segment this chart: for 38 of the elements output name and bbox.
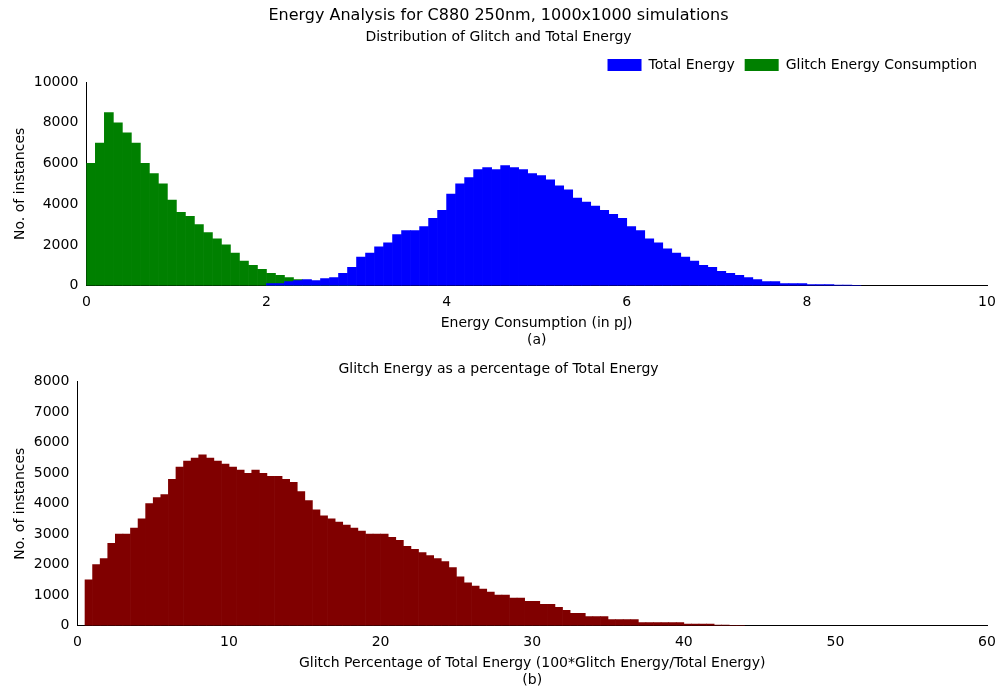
y-tick-label: 7000	[33, 402, 70, 419]
legend-label: Glitch Energy Consumption	[785, 55, 977, 72]
y-tick-label: 0	[69, 276, 79, 293]
chart-title: Energy Analysis for C880 250nm, 1000x1000 simulations	[268, 4, 729, 24]
y-tick-label: 0	[60, 616, 70, 633]
y-tick-label: 6000	[42, 154, 79, 171]
y-tick-label: 1000	[33, 585, 70, 602]
text: (a)	[526, 331, 547, 348]
text: (b)	[522, 671, 543, 688]
x-tick-label: 30	[523, 632, 542, 649]
chart-subtitle: Distribution of Glitch and Total Energy	[365, 28, 632, 45]
x-tick-label: 20	[371, 632, 390, 649]
legend-label: Total Energy	[647, 55, 735, 72]
x-tick-label: 10	[978, 292, 996, 309]
x-axis-title: Glitch Percentage of Total Energy (100*Glitch Energy/Total Energy)	[298, 654, 766, 671]
x-tick-label: 2	[262, 292, 271, 309]
y-tick-label: 8000	[33, 372, 70, 389]
x-tick-label: 60	[978, 632, 996, 649]
chart-title: Glitch Energy as a percentage of Total Energy	[338, 360, 659, 377]
y-tick-label: 2000	[33, 555, 70, 572]
x-tick-label: 4	[442, 292, 452, 309]
y-tick-label: 8000	[42, 113, 79, 130]
y-tick-label: 3000	[33, 524, 70, 541]
x-tick-label: 40	[674, 632, 693, 649]
x-tick-label: 8	[802, 292, 812, 309]
y-tick-label: 5000	[33, 463, 70, 480]
y-tick-label: 4000	[33, 494, 70, 511]
x-tick-label: 6	[622, 292, 632, 309]
x-axis-title: Energy Consumption (in pJ)	[440, 314, 633, 331]
y-tick-label: 10000	[33, 72, 79, 89]
y-tick-label: 2000	[42, 235, 79, 252]
x-tick-label: 50	[826, 632, 845, 649]
y-axis-title: No. of instances	[11, 447, 28, 560]
x-tick-label: 10	[220, 632, 238, 649]
y-tick-label: 6000	[33, 433, 70, 450]
y-axis-title: No. of instances	[11, 127, 28, 240]
y-tick-label: 4000	[42, 194, 79, 211]
x-tick-label: 0	[81, 292, 91, 309]
